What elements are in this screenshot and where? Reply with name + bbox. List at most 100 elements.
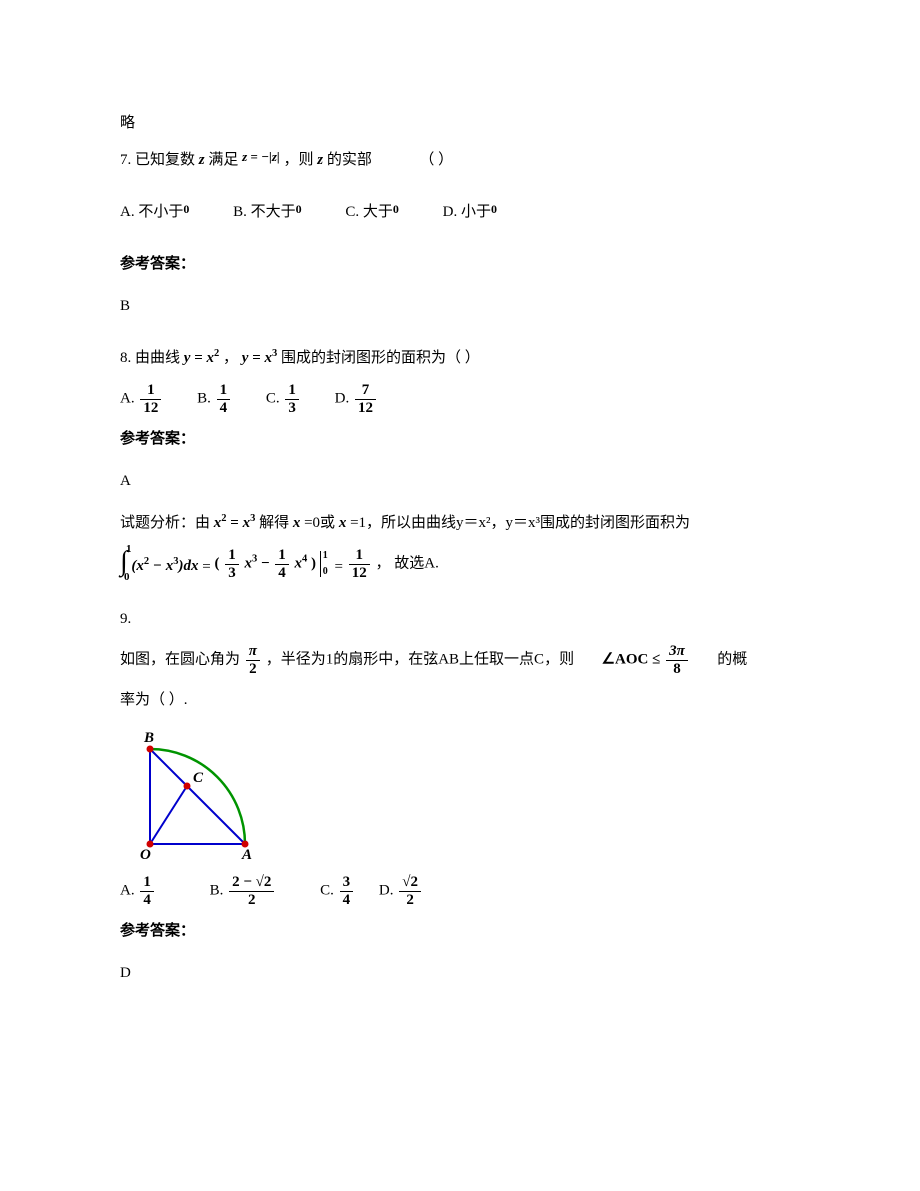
q9-label-c: C	[193, 770, 204, 786]
q9-fA-d: 4	[140, 892, 154, 909]
q7-opt-a[interactable]: A. 不小于0	[120, 199, 189, 226]
q8-number: 8.	[120, 350, 131, 366]
q9-text3: 的概	[717, 651, 747, 667]
q8-t2p: 4	[302, 553, 307, 564]
q8-t2v: x	[295, 555, 303, 571]
q7-stem: 7. 已知复数 z 满足 z = −|z| ，则 z 的实部 （ ）	[120, 147, 800, 174]
q8-stem: 8. 由曲线 y = x2 ， y = x3 围成的封闭图形的面积为（ ）	[120, 345, 800, 372]
q8-opt-b-label: B.	[197, 390, 211, 406]
q9-label-o: O	[140, 847, 151, 863]
q9-fC-d: 4	[340, 892, 354, 909]
q8-an-minus: −	[261, 555, 273, 571]
q9-answer-label: 参考答案：	[120, 918, 800, 945]
q8-opt-b[interactable]: B. 14	[197, 382, 232, 416]
q9-opt-c-label: C.	[320, 882, 334, 898]
q8-fB-n: 1	[217, 382, 231, 400]
q7-number: 7.	[120, 152, 131, 168]
q8-opt-c[interactable]: C. 13	[266, 382, 301, 416]
q9-fD-d: 2	[399, 892, 421, 909]
q8-t1p: 3	[252, 553, 257, 564]
q9-text1: 如图，在圆心角为	[120, 651, 240, 667]
q8-fA-d: 12	[140, 400, 161, 417]
q7-answer-label: 参考答案：	[120, 251, 800, 278]
q9-label-a: A	[241, 847, 252, 863]
q7-opt-c[interactable]: C. 大于0	[345, 199, 399, 226]
q9-answer: D	[120, 960, 800, 987]
q8-opt-a[interactable]: A. 112	[120, 382, 163, 416]
q8-fA-n: 1	[140, 382, 161, 400]
q7-options: A. 不小于0 B. 不大于0 C. 大于0 D. 小于0	[120, 199, 800, 226]
q9-opt-d[interactable]: D. √22	[379, 874, 423, 908]
q9-opt-d-label: D.	[379, 882, 394, 898]
q8-text1: 由曲线	[135, 350, 180, 366]
q8-options: A. 112 B. 14 C. 13 D. 712	[120, 382, 800, 416]
q8-opt-a-label: A.	[120, 390, 135, 406]
q7-z1: z	[199, 152, 205, 168]
q8-an-e1rp: 3	[250, 513, 255, 524]
q8-eq2-pow: 3	[272, 348, 277, 359]
q8-eq1-eq: =	[190, 350, 206, 366]
q9-number: 9.	[120, 606, 800, 633]
q8-an-eq2: =	[335, 559, 343, 575]
q8-opt-c-label: C.	[266, 390, 280, 406]
q7-z2: z	[317, 152, 323, 168]
q9-opt-a-label: A.	[120, 882, 135, 898]
q9-stem: 如图，在圆心角为 π2 ，半径为1的扇形中，在弦AB上任取一点C，则 ∠AOC …	[120, 643, 800, 677]
q9-angn: π	[246, 643, 260, 661]
q8-eq1-x: x	[207, 350, 215, 366]
q9-fD-n: √2	[399, 874, 421, 892]
q7-opt-a-zero: 0	[183, 202, 189, 216]
q8-an-mid2: =0或	[304, 515, 335, 531]
q8-t2n: 1	[275, 547, 289, 565]
q8-an-e1r: x	[243, 515, 251, 531]
q9-opt-b-label: B.	[210, 882, 224, 898]
q7-opt-b[interactable]: B. 不大于0	[233, 199, 302, 226]
q8-analysis-1: 试题分析：由 x2 = x3 解得 x =0或 x =1，所以由曲线y＝x²，y…	[120, 510, 800, 537]
q7-opt-b-zero: 0	[296, 202, 302, 216]
q8-eq2-eq: =	[248, 350, 264, 366]
q9-fA-n: 1	[140, 874, 154, 892]
q7-opt-d-zero: 0	[491, 202, 497, 216]
q7-text4: 的实部	[327, 152, 372, 168]
q9-options: A. 14 B. 2 − √22 C. 34 D. √22	[120, 874, 800, 908]
q8-opt-d[interactable]: D. 712	[335, 382, 378, 416]
q9-ard: 8	[666, 661, 688, 678]
q9-figure: B C O A	[120, 724, 280, 864]
q8-an-brr: )	[311, 555, 316, 571]
q8-answer-label: 参考答案：	[120, 426, 800, 453]
q8-an-pre: 试题分析：由	[120, 515, 210, 531]
q8-resd: 12	[349, 565, 370, 582]
q7-opt-a-text: A. 不小于	[120, 204, 183, 220]
q8-int-top: 1	[126, 540, 132, 560]
q7-text3: ，则	[284, 152, 314, 168]
q7-opt-b-text: B. 不大于	[233, 204, 296, 220]
q8-fC-d: 3	[285, 400, 299, 417]
q9-label-b: B	[143, 730, 154, 746]
q8-opt-d-label: D.	[335, 390, 350, 406]
q8-int-bl: (x	[131, 558, 144, 574]
q7-text1: 已知复数	[135, 152, 195, 168]
q7-opt-d[interactable]: D. 小于0	[443, 199, 497, 226]
q8-eq2-x: x	[265, 350, 273, 366]
q9-opt-c[interactable]: C. 34	[320, 874, 355, 908]
q8-an-x2: x	[339, 515, 347, 531]
q7-opt-d-text: D. 小于	[443, 204, 491, 220]
q8-an-mid1: 解得	[259, 515, 289, 531]
q8-an-mid3: =1，所以由曲线y＝x²，y＝x³围成的封闭图形面积为	[350, 515, 690, 531]
q9-fB-d: 2	[229, 892, 274, 909]
q8-t1v: x	[244, 555, 252, 571]
q8-an-tail: ， 故选A.	[376, 555, 439, 571]
q8-resn: 1	[349, 547, 370, 565]
q9-stem-2: 率为（ ）.	[120, 687, 800, 714]
q9-text2: ，半径为1的扇形中，在弦AB上任取一点C，则	[266, 651, 574, 667]
q8-text2: 围成的封闭图形的面积为（ ）	[281, 350, 480, 366]
q9-fC-n: 3	[340, 874, 354, 892]
q8-bar-bot: 0	[323, 563, 328, 581]
q8-fC-n: 1	[285, 382, 299, 400]
q8-int-br: )dx	[179, 558, 199, 574]
q7-opt-c-text: C. 大于	[345, 204, 393, 220]
q8-an-e1eq: =	[227, 515, 243, 531]
q9-opt-b[interactable]: B. 2 − √22	[210, 874, 277, 908]
q7-eq: z = −|z|	[242, 149, 280, 164]
q9-opt-a[interactable]: A. 14	[120, 874, 156, 908]
